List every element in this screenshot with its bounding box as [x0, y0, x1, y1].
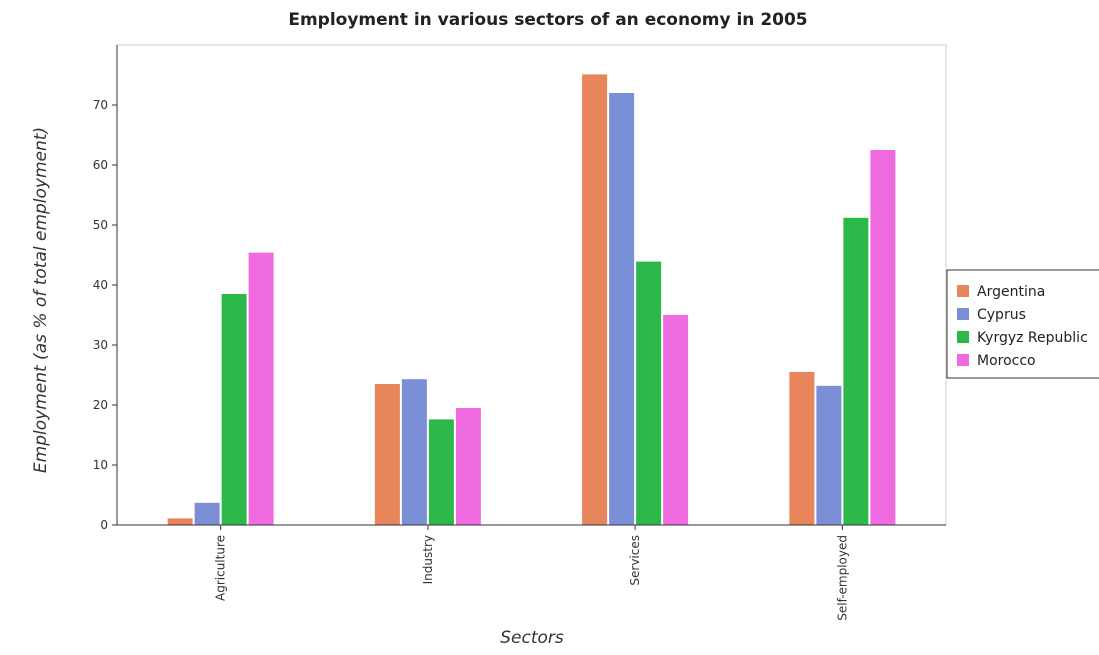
- legend-entry: Kyrgyz Republic: [977, 330, 1088, 346]
- bar-argentina-services: [582, 74, 608, 526]
- x-tick-label: Agriculture: [214, 535, 228, 601]
- x-tick-label: Services: [628, 535, 642, 586]
- y-tick-label: 50: [93, 218, 108, 232]
- y-tick-label: 0: [100, 518, 108, 532]
- bar-cyprus-services: [609, 93, 635, 525]
- bar-cyprus-agriculture: [194, 502, 220, 525]
- y-axis: 0 10 20 30 40 50 60 70: [93, 45, 118, 532]
- x-axis-label: Sectors: [500, 628, 564, 648]
- bar-argentina-industry: [374, 384, 400, 525]
- bar-morocco-industry: [455, 408, 481, 525]
- legend-swatch: [957, 354, 969, 366]
- y-tick-label: 30: [93, 338, 108, 352]
- legend-swatch: [957, 285, 969, 297]
- y-tick-label: 20: [93, 398, 108, 412]
- bar-kyrgyz-republic-industry: [428, 419, 454, 525]
- legend-box: [946, 269, 1099, 379]
- bar-morocco-self-employed: [870, 150, 896, 525]
- legend-entry: Argentina: [977, 284, 1045, 300]
- bar-kyrgyz-republic-agriculture: [221, 294, 247, 525]
- legend-swatch: [957, 308, 969, 320]
- x-axis: Agriculture Industry Services Self-employed: [117, 524, 946, 621]
- bar-morocco-agriculture: [248, 252, 274, 525]
- y-tick-label: 70: [93, 98, 108, 112]
- chart-title: Employment in various sectors of an econ…: [288, 10, 807, 30]
- bar-kyrgyz-republic-services: [636, 261, 662, 525]
- legend-swatch: [957, 331, 969, 343]
- bar-argentina-self-employed: [789, 372, 815, 525]
- plot-area: [116, 44, 947, 526]
- x-tick-label: Self-employed: [835, 535, 849, 621]
- legend-entry: Cyprus: [977, 307, 1026, 323]
- bar-argentina-agriculture: [167, 518, 193, 525]
- y-tick-label: 60: [93, 158, 108, 172]
- y-tick-label: 10: [93, 458, 108, 472]
- y-axis-label: Employment (as % of total employment): [31, 127, 51, 473]
- legend: Argentina Cyprus Kyrgyz Republic Morocco: [946, 269, 1099, 379]
- bar-cyprus-self-employed: [816, 385, 842, 525]
- y-tick-label: 40: [93, 278, 108, 292]
- bar-morocco-services: [663, 315, 689, 525]
- bar-cyprus-industry: [401, 379, 427, 525]
- bar-kyrgyz-republic-self-employed: [843, 217, 869, 526]
- x-tick-label: Industry: [421, 535, 435, 584]
- legend-entry: Morocco: [977, 353, 1036, 369]
